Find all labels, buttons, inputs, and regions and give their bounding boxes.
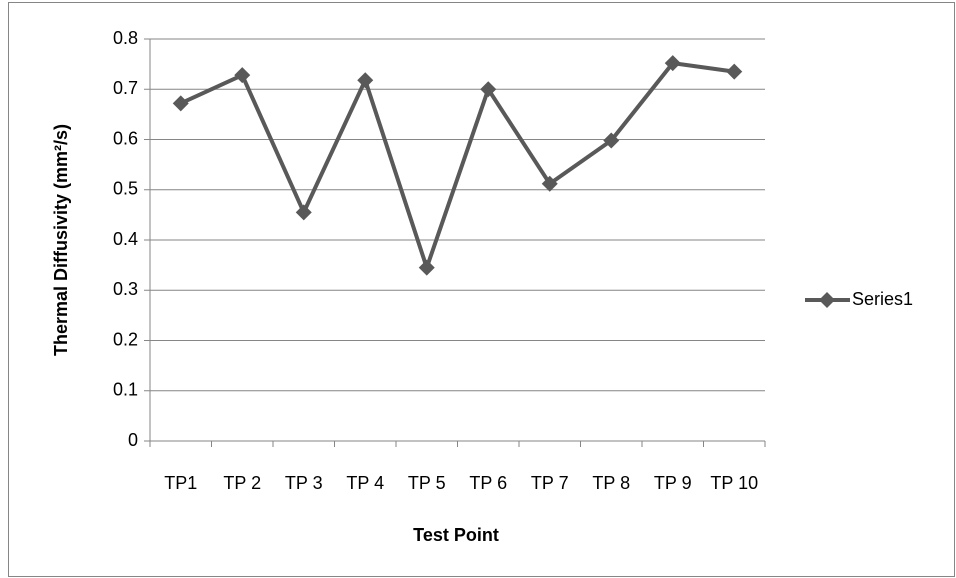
x-tick-label: TP 9 bbox=[654, 473, 692, 493]
x-tick-label: TP 10 bbox=[710, 473, 758, 493]
data-point bbox=[357, 72, 374, 89]
y-tick-label: 0 bbox=[128, 430, 138, 450]
data-point bbox=[664, 55, 681, 72]
x-tick-label: TP 3 bbox=[285, 473, 323, 493]
data-point bbox=[172, 95, 189, 112]
y-tick-label: 0.1 bbox=[113, 380, 138, 400]
series-line bbox=[179, 61, 735, 270]
chart-frame bbox=[8, 2, 955, 577]
y-tick-label: 0.4 bbox=[113, 229, 138, 249]
legend-marker bbox=[819, 292, 835, 308]
legend-label: Series1 bbox=[852, 289, 913, 309]
x-tick-label: TP 5 bbox=[408, 473, 446, 493]
data-point bbox=[418, 259, 435, 276]
y-tick-label: 0.2 bbox=[113, 329, 138, 349]
y-tick-label: 0.7 bbox=[113, 78, 138, 98]
y-tick-label: 0.5 bbox=[113, 179, 138, 199]
data-point bbox=[295, 204, 312, 221]
x-tick-label: TP 6 bbox=[469, 473, 507, 493]
y-tick-label: 0.6 bbox=[113, 128, 138, 148]
y-tick-label: 0.8 bbox=[113, 28, 138, 48]
y-tick-label: 0.3 bbox=[113, 279, 138, 299]
x-tick-label: TP1 bbox=[164, 473, 197, 493]
x-tick-label: TP 4 bbox=[346, 473, 384, 493]
data-point bbox=[726, 63, 743, 80]
data-point bbox=[603, 132, 620, 149]
data-point bbox=[480, 81, 497, 98]
data-point bbox=[541, 175, 558, 192]
data-point bbox=[234, 67, 251, 84]
x-tick-label: TP 8 bbox=[592, 473, 630, 493]
x-tick-label: TP 2 bbox=[223, 473, 261, 493]
x-axis-title: Test Point bbox=[413, 525, 499, 545]
x-tick-label: TP 7 bbox=[531, 473, 569, 493]
y-axis-title: Thermal Diffusivity (mm²/s) bbox=[51, 124, 71, 356]
